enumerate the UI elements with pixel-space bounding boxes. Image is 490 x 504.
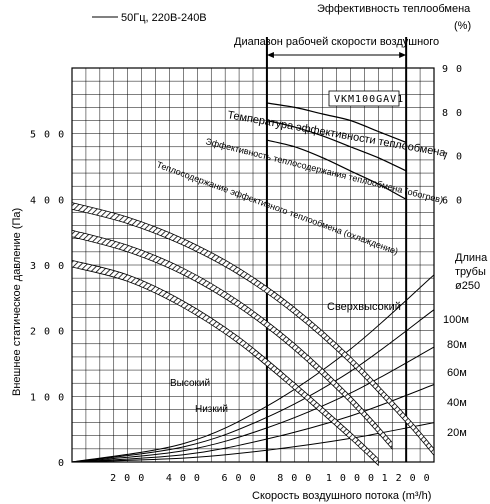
y-tick-label: 3 0 0 — [30, 261, 65, 272]
x-tick-label: 2 0 0 — [110, 473, 145, 484]
y2-axis-title: Эффективность теплообмена — [317, 3, 471, 15]
model-label: VKM100GAV1 — [334, 94, 404, 105]
y-axis-title: Внешнее статическое давление (Па) — [11, 208, 23, 396]
range-arrow-head-right — [399, 52, 406, 58]
y2-tick-label: 8 0 — [442, 108, 463, 119]
pipe-label-3: ø250 — [455, 280, 480, 292]
legend-label: 50Гц, 220В-240В — [121, 12, 207, 24]
y2-tick-label: 9 0 — [442, 64, 463, 75]
x-tick-label: 4 0 0 — [166, 473, 201, 484]
fan-curve-2 — [72, 230, 392, 449]
fan-label-high: Высокий — [170, 378, 210, 389]
range-arrow-head-left — [267, 52, 274, 58]
pipe-label-2: трубы — [455, 266, 486, 278]
y2-tick-label: 6 0 — [442, 195, 463, 206]
x-tick-label: 1 0 0 0 — [326, 473, 375, 484]
x-tick-label: 6 0 0 — [222, 473, 257, 484]
duct-label-40: 40м — [447, 397, 467, 409]
x-tick-label: 1 2 0 0 — [382, 473, 431, 484]
fan-label-superhigh: Сверхвысокий — [327, 301, 401, 313]
duct-label-100: 100м — [443, 314, 469, 326]
y-tick-label: 4 0 0 — [30, 195, 65, 206]
eff-label-cooling: Теплосодержание эффективного теплообмена… — [155, 159, 399, 256]
y2-axis-unit: (%) — [454, 20, 471, 32]
x-axis-title: Скорость воздушного потока (m³/h) — [252, 490, 431, 502]
y-tick-label: 2 0 0 — [30, 327, 65, 338]
x-tick-label: 8 0 0 — [277, 473, 312, 484]
fan-label-low: Низкий — [195, 404, 228, 415]
y-tick-label: 5 0 0 — [30, 130, 65, 141]
range-label: Диапазон рабочей скорости воздушного — [234, 36, 439, 48]
duct-label-60: 60м — [447, 367, 467, 379]
duct-label-20: 20м — [447, 427, 467, 439]
pipe-label-1: Длина — [455, 252, 488, 264]
y-tick-label: 0 — [58, 458, 65, 469]
duct-label-80: 80м — [447, 339, 467, 351]
y-tick-label: 1 0 0 — [30, 392, 65, 403]
